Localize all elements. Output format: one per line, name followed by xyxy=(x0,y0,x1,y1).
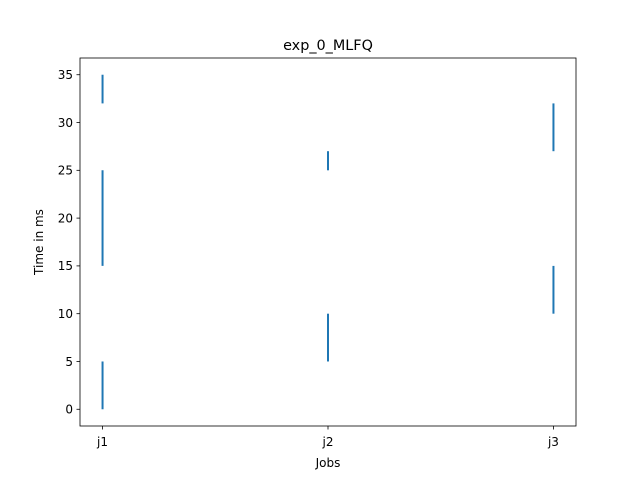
interval-marks xyxy=(101,74,555,410)
y-tick-label: 10 xyxy=(58,307,73,321)
y-tick-label: 5 xyxy=(65,355,73,369)
y-tick-label: 0 xyxy=(65,403,73,417)
plot-area xyxy=(79,57,577,427)
y-tick-label: 35 xyxy=(58,68,73,82)
x-axis-ticks: j1 j2 j3 xyxy=(96,426,559,449)
x-tick-label: j2 xyxy=(322,435,334,449)
y-axis-label: Time in ms xyxy=(32,209,46,276)
x-tick-label: j3 xyxy=(547,435,559,449)
y-tick-label: 30 xyxy=(58,116,73,130)
x-axis-label: Jobs xyxy=(315,456,341,470)
x-tick-label: j1 xyxy=(96,435,108,449)
y-axis-ticks: 0 5 10 15 20 25 30 35 xyxy=(58,68,80,417)
y-tick-label: 25 xyxy=(58,164,73,178)
y-tick-label: 20 xyxy=(58,211,73,225)
chart-title: exp_0_MLFQ xyxy=(283,38,373,54)
plot-frame xyxy=(79,57,577,427)
y-tick-label: 15 xyxy=(58,259,73,273)
